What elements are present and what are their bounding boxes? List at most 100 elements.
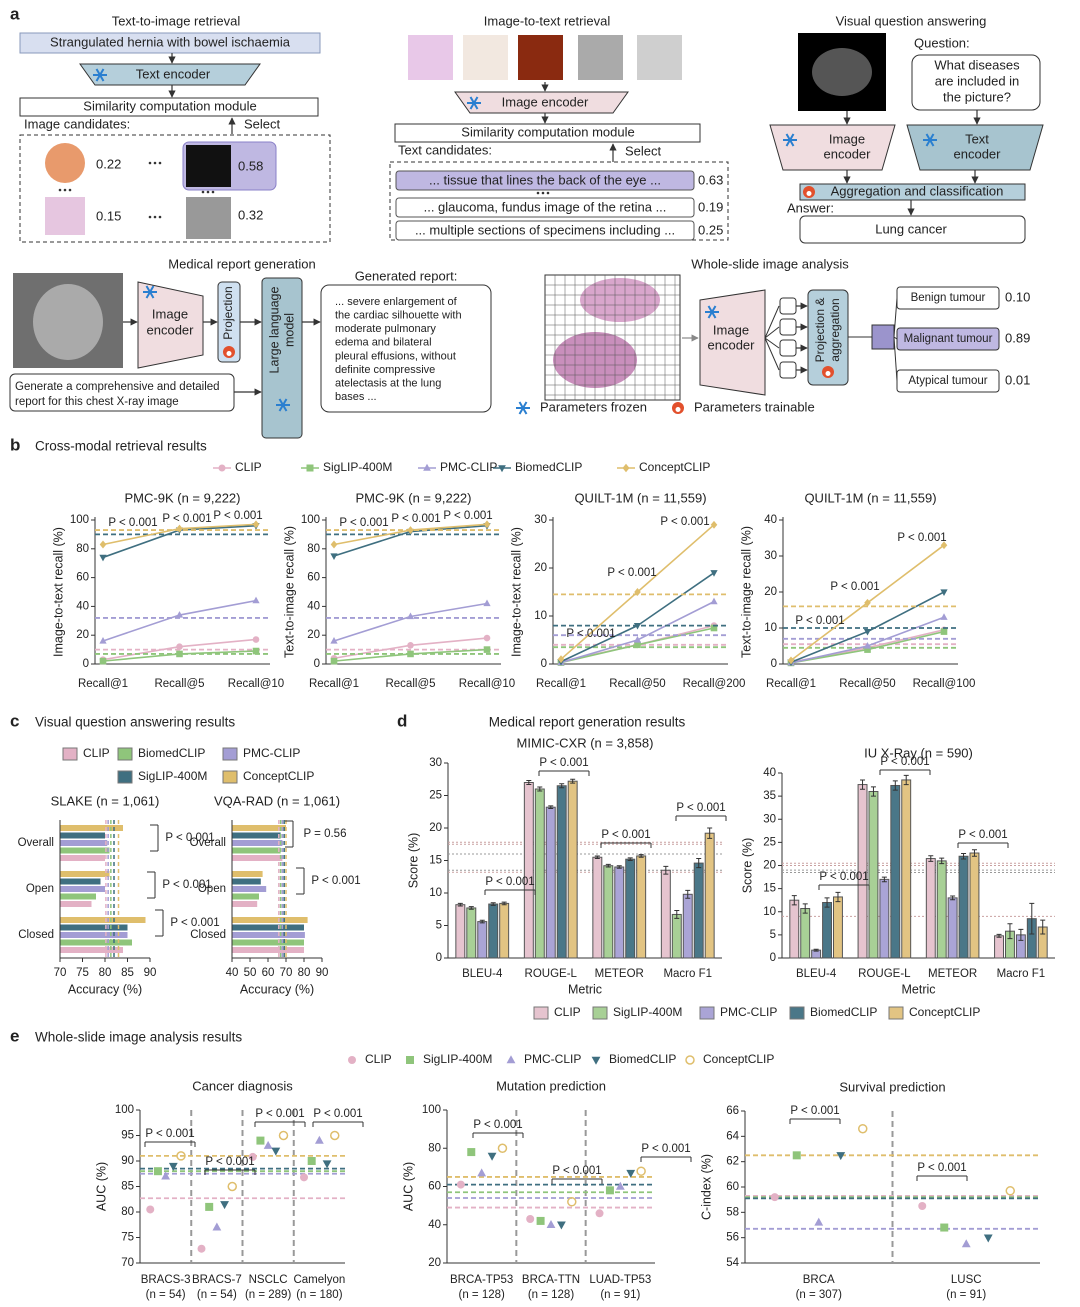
x-tick-label: ROUGE-L <box>525 968 578 980</box>
y-tick-label: 58 <box>726 1206 739 1218</box>
section-title: Medical report generation <box>168 256 315 271</box>
y-tick-label: 15 <box>429 855 442 867</box>
box <box>871 324 895 350</box>
legend-swatch <box>62 747 78 761</box>
legend-label: BiomedCLIP <box>138 746 205 760</box>
marker <box>633 636 642 643</box>
legend-label: SigLIP-400M <box>613 1005 682 1019</box>
y-tick-label: 20 <box>534 562 547 574</box>
score: 0.10 <box>1005 289 1030 304</box>
chart-title: VQA-RAD (n = 1,061) <box>214 793 340 808</box>
connector <box>764 337 780 349</box>
y-tick-label: 80 <box>428 1142 441 1154</box>
x-tick-label: Recall@50 <box>609 678 665 690</box>
marker <box>483 520 491 529</box>
marker <box>710 520 718 529</box>
marker <box>615 1181 625 1190</box>
encoder: encoder <box>147 322 195 337</box>
box <box>19 134 331 243</box>
encoder: Text encoder <box>136 66 211 81</box>
aggregation: Aggregation and classification <box>831 183 1004 198</box>
legend-swatch <box>117 747 133 761</box>
x-tick-label: BLEU-4 <box>462 968 503 980</box>
marker <box>176 643 183 651</box>
x-tick-note: (n = 289) <box>245 1289 292 1301</box>
legend-label: Parameters trainable <box>694 399 815 414</box>
y-tick-label: 30 <box>534 514 547 526</box>
marker <box>940 589 948 596</box>
box <box>637 35 682 80</box>
report-line: bases ... <box>335 391 377 403</box>
legend-swatch <box>222 770 238 784</box>
marker <box>99 657 107 665</box>
p-value: P < 0.001 <box>607 567 656 579</box>
marker <box>306 464 314 472</box>
marker <box>863 628 872 636</box>
bar <box>488 903 499 959</box>
ellipsis-dot <box>148 161 152 165</box>
bar <box>60 932 128 938</box>
y-tick-label: 0 <box>771 658 777 670</box>
bar <box>682 893 693 959</box>
y-tick-label: 10 <box>429 887 442 899</box>
p-value: P < 0.001 <box>660 516 709 528</box>
box <box>799 183 1026 201</box>
error-bar <box>605 863 611 868</box>
bar <box>556 785 567 959</box>
encoder-shape <box>454 91 629 114</box>
marker <box>212 1222 222 1231</box>
snowflake-icon <box>785 133 795 147</box>
y-tick-label: 40 <box>307 600 320 612</box>
x-tick-label: Recall@1 <box>78 678 128 690</box>
legend-label: ConceptCLIP <box>243 769 314 783</box>
marker <box>864 598 871 607</box>
x-axis-label: Metric <box>568 982 602 996</box>
question: What diseases <box>934 57 1020 72</box>
y-tick-label: 64 <box>726 1130 739 1142</box>
bar <box>60 924 128 931</box>
p-value: P < 0.001 <box>170 917 219 929</box>
encoder: Image <box>152 306 188 321</box>
y-tick-label: 10 <box>534 610 547 622</box>
x-tick-label: BRACS-3 <box>141 1274 191 1286</box>
error-bar <box>490 902 496 906</box>
bar <box>60 847 110 854</box>
bar <box>614 866 625 959</box>
marker <box>940 628 948 635</box>
bar <box>969 852 980 959</box>
error-bar <box>950 895 956 901</box>
legend-label: SigLIP-400M <box>423 1052 492 1066</box>
box <box>186 197 231 239</box>
y-axis-label: Image-to-text recall (%) <box>51 527 65 657</box>
score: 0.32 <box>238 207 263 222</box>
p-value: P < 0.001 <box>552 1165 601 1177</box>
snowflake-icon <box>95 68 105 82</box>
marker <box>710 624 718 632</box>
error-bar <box>548 805 554 809</box>
connector <box>764 326 780 339</box>
x-tick-label: Recall@10 <box>459 678 515 690</box>
error-bar <box>594 855 600 860</box>
y-tick-label: 60 <box>76 572 89 584</box>
bar <box>625 858 636 959</box>
bar <box>60 871 110 877</box>
bar <box>603 865 614 959</box>
p-value: P < 0.001 <box>313 1108 362 1120</box>
projection: Projection <box>221 286 235 339</box>
y-tick-label: 40 <box>763 767 776 779</box>
x-tick-label: Macro F1 <box>997 968 1046 980</box>
chart-title: IU X-Ray (n = 590) <box>864 745 973 760</box>
marker <box>252 596 260 604</box>
legend-label: SigLIP-400M <box>323 460 392 474</box>
p-value: P < 0.001 <box>897 532 946 544</box>
y-tick-label: 66 <box>726 1105 739 1117</box>
ellipsis-dot <box>206 190 210 194</box>
marker <box>348 1056 356 1064</box>
legend-label: PMC-CLIP <box>720 1005 777 1019</box>
box <box>911 54 1041 111</box>
score: 0.58 <box>238 158 263 173</box>
legend-label: PMC-CLIP <box>524 1052 581 1066</box>
x-tick-note: (n = 180) <box>296 1289 343 1301</box>
marker <box>814 1217 824 1226</box>
box <box>395 220 695 241</box>
